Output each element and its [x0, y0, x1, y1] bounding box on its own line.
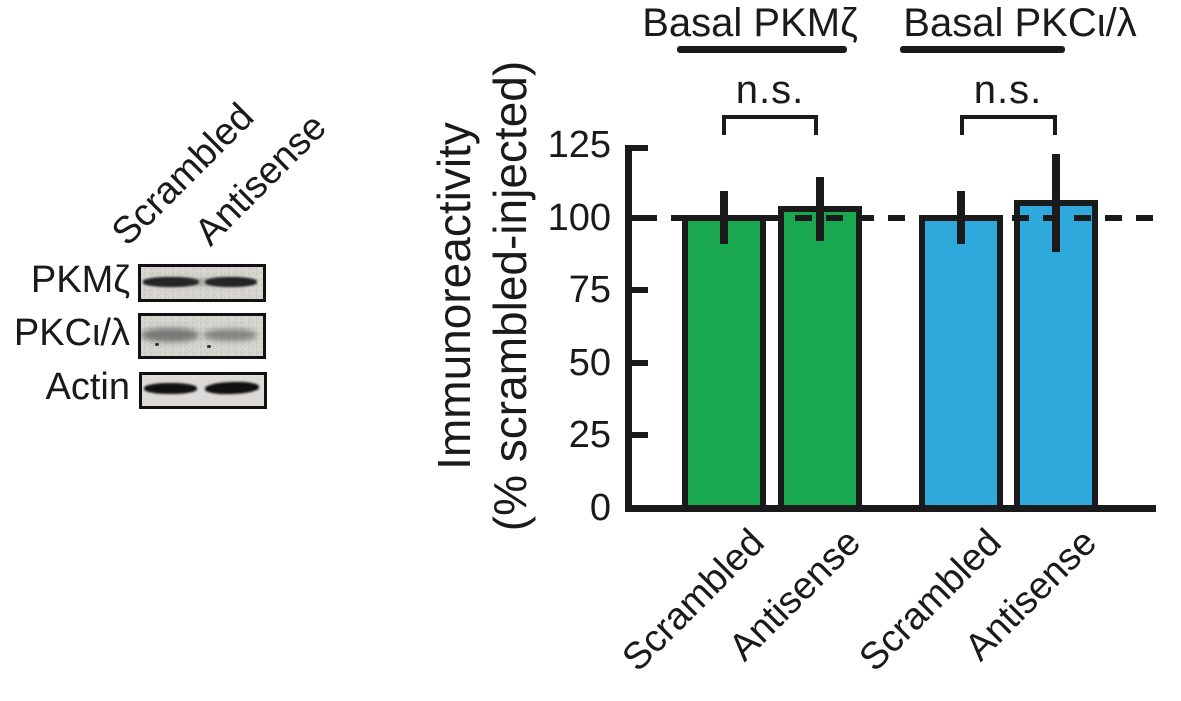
blot-speck — [155, 343, 159, 346]
error-bar — [816, 177, 824, 241]
group-header-underline — [900, 46, 1065, 53]
significance-bracket — [960, 115, 1057, 135]
blot-band — [141, 328, 199, 342]
y-axis-tick-label: 0 — [589, 487, 611, 529]
y-axis-tick — [632, 287, 648, 293]
blot-band — [205, 277, 257, 287]
blot-row-label-pkci: PKCι/λ — [13, 312, 130, 354]
bar-basal-pkc-scrambled — [919, 215, 1003, 511]
blot-image-actin — [139, 372, 267, 409]
y-axis-title-line1: Immunoreactivity — [428, 122, 480, 470]
significance-bracket — [722, 115, 818, 135]
y-axis-tick — [632, 360, 648, 366]
bar-basal-pkm-antisense — [778, 206, 862, 511]
reference-line-100 — [640, 215, 1156, 221]
blot-band — [141, 278, 257, 286]
group-header-basal-pkmz: Basal PKMζ — [642, 1, 858, 45]
y-axis-tick — [632, 145, 648, 151]
blot-band — [144, 383, 197, 394]
blot-band — [204, 381, 260, 395]
blot-band — [143, 277, 199, 287]
group-header-basal-pkci: Basal PKCι/λ — [903, 1, 1137, 45]
group-header-underline — [677, 46, 847, 53]
blot-image-pkmz — [138, 264, 266, 302]
y-axis-line — [625, 145, 632, 512]
blot-band — [203, 329, 257, 341]
y-axis-tick-label: 75 — [568, 269, 611, 311]
blot-speck — [207, 345, 211, 348]
error-bar — [720, 191, 728, 244]
y-axis-tick-label: 125 — [547, 124, 611, 166]
error-bar — [957, 191, 965, 244]
x-axis-line — [625, 505, 1156, 512]
blot-row-label-actin: Actin — [45, 366, 130, 408]
error-bar — [1052, 154, 1060, 252]
y-axis-tick-label: 50 — [568, 342, 611, 384]
significance-label: n.s. — [735, 68, 805, 112]
y-axis-tick — [632, 432, 648, 438]
blot-row-label-pkmz: PKMζ — [30, 259, 130, 301]
blot-image-pkci — [138, 313, 266, 359]
y-axis-tick-label: 25 — [568, 414, 611, 456]
y-axis-tick-label: 100 — [547, 197, 611, 239]
significance-label: n.s. — [973, 68, 1043, 112]
bar-basal-pkm-scrambled — [682, 215, 766, 511]
